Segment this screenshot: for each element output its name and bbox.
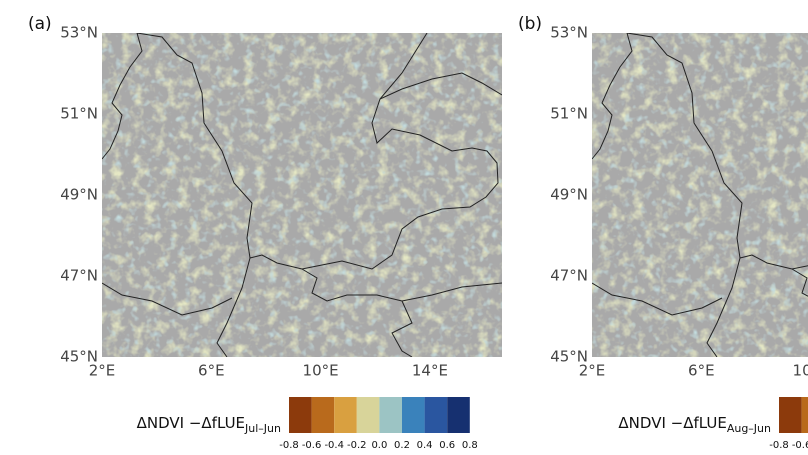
lon-tick-label: 2°E: [579, 362, 606, 380]
colorbar-subscript: Aug–Jun: [727, 422, 771, 435]
colorbar-tick-label: 0.2: [394, 440, 410, 451]
country-border: [102, 282, 233, 316]
colorbar-swatch: [402, 397, 425, 433]
map-area: [102, 33, 502, 357]
lat-tick-label: 51°N: [60, 105, 98, 123]
colorbar-subscript: Jul–Jun: [244, 422, 281, 435]
lon-tick-label: 10°E: [793, 362, 808, 380]
country-border: [216, 257, 251, 357]
colorbar-swatch: [801, 397, 808, 433]
colorbar-swatch: [447, 397, 470, 433]
colorbar-tick-label: -0.8: [769, 440, 789, 451]
map-area: [592, 33, 808, 357]
country-border: [136, 33, 499, 270]
map-texture: [592, 33, 808, 357]
colorbar-title: ΔNDVI −ΔfLUEAug–Jun: [618, 414, 771, 435]
lon-tick-label: 14°E: [412, 362, 448, 380]
colorbar-swatch: [311, 397, 335, 433]
panel-label: (a): [28, 14, 52, 34]
colorbar-swatch: [379, 397, 402, 433]
colorbar-tick-label: -0.6: [792, 440, 808, 451]
lon-tick-label: 6°E: [198, 362, 225, 380]
lat-tick-label: 53°N: [60, 24, 98, 42]
country-border: [592, 282, 723, 316]
map-panel: (a) 53°N 51°N 49°N 47°N 45°N2°E 6°E 10°E 14°E -0.…: [28, 14, 502, 451]
country-border: [102, 33, 143, 160]
colorbar-swatch: [289, 397, 312, 433]
lon-tick-label: 2°E: [89, 362, 116, 380]
lon-tick-label: 6°E: [688, 362, 715, 380]
lat-tick-label: 47°N: [60, 267, 98, 285]
country-border: [301, 268, 502, 302]
country-border: [791, 268, 808, 297]
country-border: [379, 72, 502, 100]
country-border: [626, 33, 808, 270]
colorbar-tick-label: 0.0: [371, 440, 387, 451]
colorbar-tick-label: -0.6: [302, 440, 322, 451]
colorbar-swatch: [424, 397, 448, 433]
colorbar-label: ΔNDVI −ΔfLUE: [618, 414, 726, 432]
country-border: [391, 300, 413, 357]
lon-tick-label: 10°E: [303, 362, 339, 380]
panel-label: (b): [518, 14, 542, 34]
colorbar-swatch: [356, 397, 380, 433]
colorbar-swatch: [334, 397, 357, 433]
colorbar-tick-label: 0.8: [462, 440, 478, 451]
colorbar-title: ΔNDVI −ΔfLUEJul–Jun: [137, 414, 281, 435]
colorbar-swatch: [779, 397, 802, 433]
lat-tick-label: 49°N: [60, 186, 98, 204]
lat-tick-label: 51°N: [550, 105, 588, 123]
colorbar-tick-label: 0.4: [417, 440, 433, 451]
colorbar-tick-label: 0.6: [439, 440, 455, 451]
map-panel: (b)53°N51°N49°N47°N45°N2°E6°E10°E14°E-0.…: [518, 14, 808, 451]
lat-tick-label: 53°N: [550, 24, 588, 42]
colorbar-tick-label: -0.8: [279, 440, 299, 451]
lat-tick-label: 45°N: [550, 348, 588, 366]
colorbar-tick-label: -0.4: [324, 440, 344, 451]
country-border: [706, 257, 741, 357]
map-texture: [102, 33, 502, 357]
lat-tick-label: 49°N: [550, 186, 588, 204]
lat-tick-label: 45°N: [60, 348, 98, 366]
country-border: [592, 33, 633, 160]
colorbar-label: ΔNDVI −ΔfLUE: [137, 414, 245, 432]
colorbar-tick-label: -0.2: [347, 440, 367, 451]
lat-tick-label: 47°N: [550, 267, 588, 285]
